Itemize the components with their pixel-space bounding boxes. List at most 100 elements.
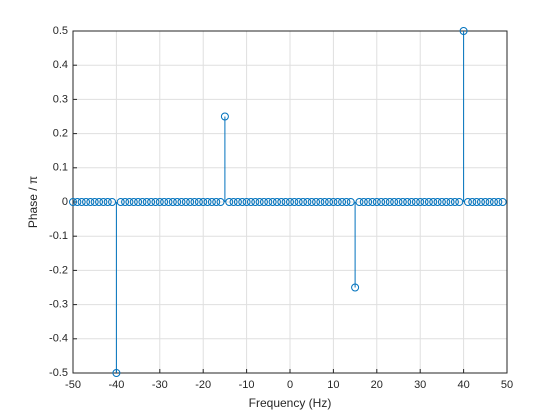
stem-marker <box>450 198 459 206</box>
stem-marker <box>212 198 221 206</box>
stem-marker <box>351 283 360 292</box>
stem-marker <box>303 198 312 206</box>
x-tick-label: 40 <box>457 379 469 391</box>
stem-marker <box>312 198 321 206</box>
stem-marker <box>220 112 229 121</box>
stem-marker <box>216 198 225 206</box>
stem-marker <box>390 198 399 206</box>
stem-marker <box>199 198 208 206</box>
stem-marker <box>403 198 412 206</box>
y-tick-label: 0.5 <box>53 25 68 37</box>
stem-marker <box>82 198 91 206</box>
stem-marker <box>151 198 160 206</box>
stem-marker <box>333 198 342 206</box>
stem-marker <box>116 198 125 206</box>
stem-marker <box>229 198 238 206</box>
y-tick-label: 0.2 <box>53 128 68 140</box>
stem-marker <box>194 198 203 206</box>
stem-marker <box>299 198 308 206</box>
stem-marker <box>259 198 268 206</box>
x-tick-label: 0 <box>287 379 293 391</box>
stem-marker <box>294 198 303 206</box>
stem-marker <box>233 198 242 206</box>
stem-marker <box>286 198 294 206</box>
stem-marker <box>342 198 351 206</box>
y-tick-label: -0.5 <box>49 367 68 379</box>
stem-marker <box>398 198 407 206</box>
stem-marker <box>95 198 104 206</box>
stem-marker <box>463 198 472 206</box>
stem-marker <box>472 198 481 206</box>
stem-marker <box>355 198 364 206</box>
stem-marker <box>125 198 134 206</box>
stem-marker <box>112 369 121 377</box>
stem-marker <box>69 198 77 206</box>
stem-marker <box>489 198 498 206</box>
stem-marker <box>181 198 190 206</box>
stem-marker <box>446 198 455 206</box>
stem-marker <box>190 198 199 206</box>
stem-marker <box>272 198 281 206</box>
stem-marker <box>203 198 212 206</box>
stem-marker <box>325 198 334 206</box>
stem-marker <box>268 198 277 206</box>
stem-marker <box>134 198 143 206</box>
stem-marker <box>468 198 477 206</box>
x-tick-label: 30 <box>414 379 426 391</box>
stem-marker <box>251 198 260 206</box>
y-tick-label: -0.4 <box>49 333 68 345</box>
stem-marker <box>364 198 373 206</box>
y-axis-label: Phase / π <box>26 176 40 228</box>
stem-marker <box>155 198 164 206</box>
y-tick-label: 0.4 <box>53 59 68 71</box>
stem-marker <box>242 198 251 206</box>
x-tick-label: 20 <box>371 379 383 391</box>
y-tick-label: -0.3 <box>49 299 68 311</box>
stem-marker <box>420 198 429 206</box>
stem-marker <box>476 198 485 206</box>
x-tick-label: -20 <box>195 379 211 391</box>
stem-marker <box>424 198 433 206</box>
stem-marker <box>320 198 329 206</box>
stem-marker <box>377 198 386 206</box>
stem-marker <box>338 198 347 206</box>
stem-marker <box>138 198 147 206</box>
stem-marker <box>442 198 451 206</box>
stem-marker <box>238 198 247 206</box>
stem-marker <box>73 198 82 206</box>
stem-marker <box>381 198 390 206</box>
stem-marker <box>385 198 394 206</box>
stem-marker <box>368 198 377 206</box>
x-tick-label: -40 <box>108 379 124 391</box>
stem-marker <box>281 198 290 206</box>
x-axis-label: Frequency (Hz) <box>249 396 332 410</box>
stem-marker <box>207 198 216 206</box>
stem-marker <box>255 198 264 206</box>
y-tick-label: 0.1 <box>53 162 68 174</box>
x-tick-label: -30 <box>152 379 168 391</box>
stem-marker <box>316 198 325 206</box>
x-tick-label: 10 <box>327 379 339 391</box>
stem-marker <box>121 198 130 206</box>
axes-box <box>72 30 508 374</box>
stem-marker <box>147 198 156 206</box>
stem-marker <box>99 198 108 206</box>
stem-marker <box>485 198 494 206</box>
x-tick-label: -50 <box>65 379 81 391</box>
y-tick-label: -0.2 <box>49 264 68 276</box>
stem-marker <box>307 198 316 206</box>
stem-marker <box>372 198 381 206</box>
stem-marker <box>225 198 234 206</box>
stem-marker <box>359 198 368 206</box>
stem-marker <box>164 198 173 206</box>
stem-marker <box>186 198 195 206</box>
stem-marker <box>160 198 169 206</box>
stem-marker <box>498 198 507 206</box>
stem-marker <box>429 198 438 206</box>
stem-marker <box>142 198 151 206</box>
stem-marker <box>394 198 403 206</box>
stem-marker <box>129 198 138 206</box>
stem-marker <box>177 198 186 206</box>
stem-marker <box>77 198 86 206</box>
